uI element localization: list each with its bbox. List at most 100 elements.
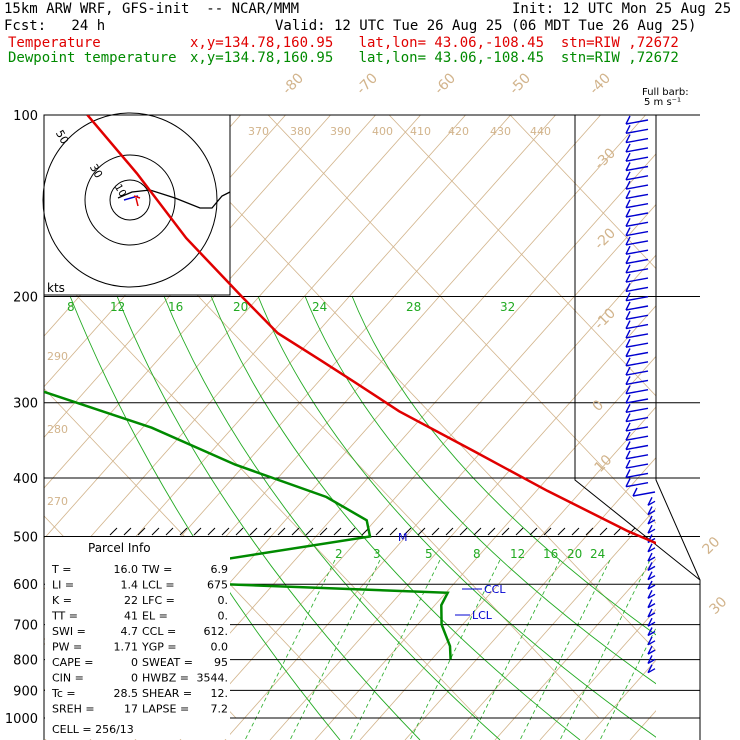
wind-barb [625,454,649,460]
wind-barb [625,435,649,441]
wind-barb [625,314,649,320]
wind-barb [647,556,656,562]
theta-label: 420 [448,125,469,138]
wind-barb [625,240,649,246]
wind-barb [625,212,649,218]
parcel-row-value: 4.7 [121,625,139,638]
wind-barb [625,407,649,413]
wind-barb [625,221,649,227]
parcel-row-value: 0 [131,656,138,669]
dewpoint-line [44,390,452,660]
mixing-ratio-label: 2 [335,547,343,561]
theta-label: 290 [47,350,68,363]
theta-label: 440 [530,125,551,138]
wind-barb [625,323,649,330]
forecast-hour: Fcst: 24 h [4,18,106,34]
wind-barb [647,509,656,516]
hodograph-unit: kts [47,281,65,295]
dewpoint-location: x,y=134.78,160.95 lat,lon= 43.06,-108.45… [190,50,679,66]
pressure-tick-label: 400 [13,472,38,487]
wind-barb [632,491,656,497]
parcel-row-value: 16.0 [114,563,139,576]
parcel-row-value-2: 7.2 [211,703,229,716]
theta-label: 390 [330,125,351,138]
mixing-ratio-label: 3 [373,547,381,561]
wind-barb [647,612,656,618]
wind-barb [625,277,649,283]
init-time: Init: 12 UTC Mon 25 Aug 25 [512,1,732,17]
wind-barb [625,156,649,162]
theta-label: 370 [248,125,269,138]
wind-barb [625,128,649,134]
parcel-row-value: 1.71 [114,641,139,654]
mixing-ratio-label: 12 [510,547,525,561]
parcel-row-value: 41 [124,610,138,623]
wind-barb [625,361,649,367]
parcel-row-value-2: 0. [218,594,229,607]
parcel-title: Parcel Info [88,541,151,555]
wind-barb [625,137,649,144]
wind-barb [625,342,649,348]
wind-barb [647,528,656,534]
parcel-row-value-2: 0.0 [211,641,229,654]
wind-barb [625,184,649,190]
parcel-row-value-2: 95 [214,656,228,669]
wind-barb [647,658,656,665]
mixing-ratio-label: 8 [473,547,481,561]
barb-panel-frame [574,115,701,740]
pressure-tick-label: 900 [13,684,38,699]
wind-barb [625,175,649,181]
hodograph-ring-label-1: 50 [53,128,71,147]
parcel-row-label-2: TW = [141,563,172,576]
mixing-ratio-label: 16 [543,547,558,561]
pressure-tick-label: 200 [13,291,38,306]
wind-barb [625,268,649,274]
theta-label: 410 [410,125,431,138]
wind-barb [625,230,649,237]
isotherm-label: -40 [587,70,614,97]
sat-adiabat-label: 12 [110,300,125,314]
ccl-marker: CCL [484,583,506,596]
parcel-row-label: SREH = [52,703,95,716]
wind-barb [625,286,649,293]
valid-time: Valid: 12 UTC Tue 26 Aug 25 (06 MDT Tue … [275,18,697,34]
wind-barb [625,333,649,339]
parcel-row-label-2: LCL = [142,579,175,592]
parcel-row-value-2: 612. [204,625,229,638]
isotherm-label: -20 [592,225,619,252]
mixing-ratio-label: 24 [590,547,605,561]
parcel-row-value-2: 3544. [197,672,229,685]
pressure-tick-label: 100 [13,109,38,124]
mixing-ratio-label: 5 [425,547,433,561]
parcel-row-label-2: SHEAR = [142,687,192,700]
isotherm-label: -70 [354,70,381,97]
parcel-row-value-2: 675 [207,579,228,592]
parcel-row-value: 0 [131,672,138,685]
wind-barb [625,351,649,358]
temperature-line [86,115,656,545]
parcel-row-label: PW = [52,641,82,654]
parcel-row-label-2: LFC = [142,594,175,607]
parcel-row-value-2: 12. [211,687,229,700]
parcel-row-label: T = [51,563,71,576]
wind-barb [625,426,649,432]
wind-barb [647,575,656,581]
parcel-cell: CELL = 256/13 [52,723,134,736]
parcel-row-value: 28.5 [114,687,139,700]
pressure-tick-label: 800 [13,654,38,669]
parcel-row-label: CIN = [52,672,84,685]
pressure-tick-label: 700 [13,619,38,634]
wind-barb [647,668,656,674]
parcel-row-label: LI = [52,579,74,592]
wind-barb [647,519,656,525]
sat-adiabat-label: 28 [406,300,421,314]
parcel-row-label: SWI = [52,625,86,638]
parcel-row-value-2: 0. [218,610,229,623]
wind-barb [647,565,656,572]
parcel-row-label: K = [52,594,72,607]
wind-barbs [625,115,656,674]
wind-barb [625,389,649,395]
isotherm-label: 10 [592,452,616,476]
pressure-tick-label: 600 [13,578,38,593]
isotherm-label: 0 [590,397,608,415]
